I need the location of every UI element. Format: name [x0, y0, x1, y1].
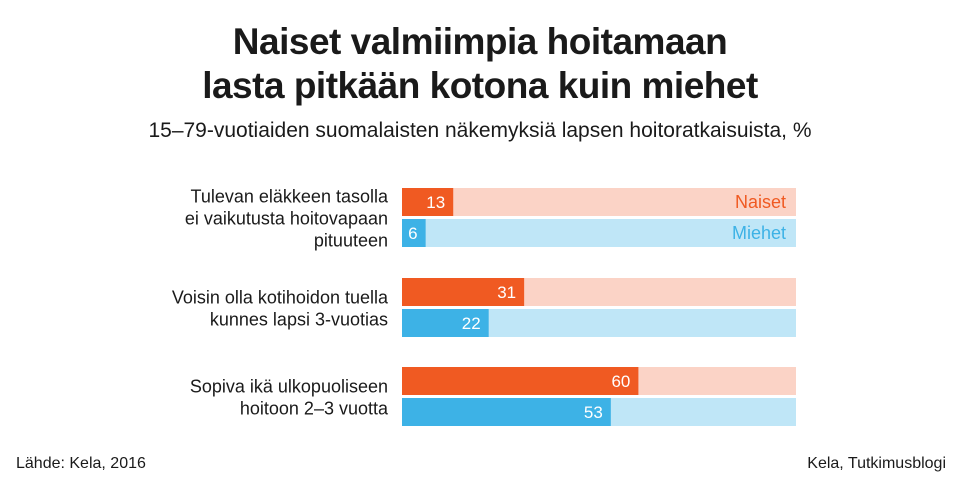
category-label-1-line-1: Tulevan eläkkeen tasolla	[191, 187, 389, 207]
value-label-naiset-1: 13	[426, 193, 445, 212]
source-note: Lähde: Kela, 2016	[16, 455, 146, 472]
value-label-miehet-3: 53	[584, 403, 603, 422]
credit-note: Kela, Tutkimusblogi	[807, 455, 946, 472]
legend-label-naiset: Naiset	[735, 192, 786, 212]
value-label-naiset-2: 31	[497, 283, 516, 302]
bar-naiset-3	[402, 367, 639, 395]
bar-bg-naiset-1	[402, 188, 796, 216]
chart-title: Naiset valmiimpia hoitamaan lasta pitkää…	[0, 20, 960, 108]
bar-naiset-2	[402, 278, 525, 306]
bar-naiset-1	[402, 188, 454, 216]
category-label-3-line-2: hoitoon 2–3 vuotta	[240, 399, 389, 419]
bar-miehet-2	[402, 309, 489, 337]
bar-bg-miehet-1	[402, 219, 796, 247]
legend-label-miehet: Miehet	[732, 223, 786, 243]
category-label-1-line-2: ei vaikutusta hoitovapaan	[185, 209, 388, 229]
bar-miehet-3	[402, 398, 611, 426]
chart-subtitle: 15–79-vuotiaiden suomalaisten näkemyksiä…	[148, 119, 812, 142]
bar-miehet-1	[402, 219, 426, 247]
category-label-3-line-1: Sopiva ikä ulkopuoliseen	[190, 377, 388, 397]
chart-title-line-1: Naiset valmiimpia hoitamaan	[232, 21, 728, 62]
category-label-2-line-1: Voisin olla kotihoidon tuella	[172, 288, 389, 308]
value-label-miehet-1: 6	[408, 224, 417, 243]
category-label-2-line-2: kunnes lapsi 3-vuotias	[210, 310, 388, 330]
value-label-naiset-3: 60	[611, 372, 630, 391]
chart-title-line-2: lasta pitkään kotona kuin miehet	[202, 65, 758, 106]
value-label-miehet-2: 22	[462, 314, 481, 333]
category-label-1-line-3: pituuteen	[314, 231, 388, 251]
